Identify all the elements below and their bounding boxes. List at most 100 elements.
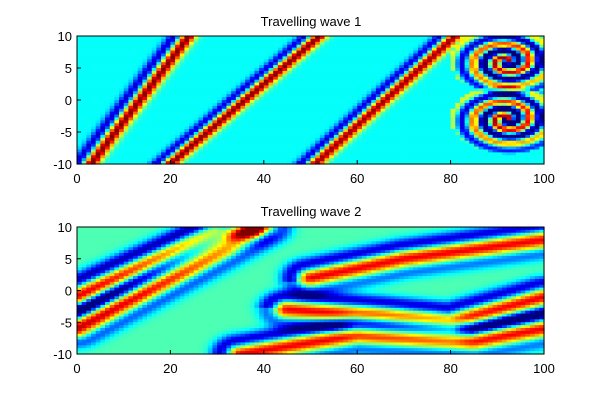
- heatmap-cell: [501, 111, 508, 116]
- heatmap-cell: [175, 79, 181, 84]
- heatmap-cell: [240, 149, 246, 153]
- heatmap-cell: [95, 68, 101, 72]
- heatmap-cell: [282, 235, 288, 240]
- heatmap-cell: [357, 123, 363, 127]
- heatmap-cell: [221, 143, 228, 148]
- heatmap-cell: [520, 158, 526, 162]
- heatmap-cell: [515, 70, 522, 75]
- heatmap-cell: [534, 36, 540, 40]
- heatmap-cell: [324, 79, 330, 84]
- heatmap-cell: [511, 94, 517, 98]
- heatmap-cell: [249, 108, 256, 113]
- heatmap-cell: [151, 137, 157, 142]
- heatmap-cell: [184, 137, 190, 142]
- heatmap-cell: [77, 53, 83, 57]
- heatmap-cell: [305, 126, 312, 130]
- heatmap-cell: [282, 227, 288, 231]
- heatmap-cell: [329, 105, 335, 110]
- heatmap-cell: [142, 50, 148, 55]
- heatmap-cell: [492, 88, 498, 92]
- heatmap-cell: [422, 44, 428, 49]
- heatmap-cell: [198, 129, 204, 133]
- heatmap-cell: [343, 47, 349, 52]
- heatmap-cell: [198, 227, 204, 231]
- heatmap-cell: [385, 126, 391, 130]
- heatmap-cell: [450, 155, 456, 159]
- heatmap-cell: [184, 132, 190, 136]
- heatmap-cell: [156, 44, 162, 49]
- heatmap-cell: [525, 132, 531, 136]
- heatmap-cell: [511, 140, 517, 145]
- heatmap-cell: [254, 76, 260, 81]
- heatmap-cell: [221, 105, 228, 110]
- heatmap-cell: [151, 161, 157, 165]
- heatmap-cell: [114, 47, 120, 52]
- heatmap-cell: [347, 38, 354, 43]
- heatmap-cell: [170, 134, 176, 139]
- heatmap-cell: [235, 241, 242, 245]
- heatmap-cell: [511, 47, 517, 52]
- heatmap-cell: [133, 59, 139, 63]
- heatmap-cell: [273, 232, 279, 237]
- heatmap-cell: [203, 155, 209, 159]
- heatmap-cell: [441, 238, 447, 243]
- heatmap-cell: [147, 50, 153, 55]
- heatmap-cell: [324, 73, 330, 78]
- heatmap-cell: [329, 238, 335, 243]
- heatmap-cell: [497, 134, 503, 139]
- heatmap-cell: [492, 117, 498, 121]
- heatmap-cell: [380, 44, 386, 49]
- heatmap-cell: [399, 85, 405, 89]
- heatmap-cell: [403, 238, 410, 243]
- heatmap-cell: [301, 38, 307, 43]
- heatmap-cell: [445, 85, 452, 89]
- heatmap-cell: [511, 114, 517, 119]
- heatmap-cell: [105, 241, 111, 245]
- heatmap-cell: [301, 149, 307, 153]
- heatmap-cell: [357, 134, 363, 139]
- heatmap-cell: [137, 85, 143, 89]
- heatmap-cell: [399, 41, 405, 46]
- heatmap-cell: [511, 53, 517, 57]
- heatmap-cell: [431, 134, 438, 139]
- heatmap-cell: [109, 114, 115, 119]
- heatmap-cell: [357, 41, 363, 46]
- heatmap-cell: [161, 100, 167, 104]
- heatmap-cell: [333, 36, 340, 40]
- heatmap-cell: [217, 41, 223, 46]
- heatmap-cell: [95, 102, 101, 107]
- heatmap-cell: [184, 65, 190, 69]
- heatmap-cell: [254, 137, 260, 142]
- heatmap-cell: [203, 73, 209, 78]
- heatmap-cell: [277, 82, 284, 87]
- heatmap-cell: [151, 158, 157, 162]
- heatmap-cell: [375, 50, 382, 55]
- heatmap-cell: [436, 76, 442, 81]
- heatmap-cell: [263, 140, 270, 145]
- heatmap-cell: [86, 158, 92, 162]
- heatmap-cell: [329, 120, 335, 124]
- heatmap-cell: [189, 152, 195, 156]
- heatmap-cell: [525, 123, 531, 127]
- heatmap-cell: [193, 155, 200, 159]
- heatmap-cell: [399, 111, 405, 116]
- heatmap-cell: [273, 41, 279, 46]
- heatmap-cell: [184, 105, 190, 110]
- heatmap-cell: [469, 158, 475, 162]
- heatmap-cell: [268, 241, 274, 245]
- heatmap-cell: [394, 146, 400, 151]
- heatmap-cell: [212, 161, 218, 165]
- heatmap-cell: [296, 238, 302, 243]
- heatmap-cell: [203, 50, 209, 55]
- heatmap-cell: [403, 102, 410, 107]
- heatmap-cell: [77, 149, 83, 153]
- heatmap-cell: [422, 114, 428, 119]
- heatmap-cell: [137, 146, 143, 151]
- heatmap-cell: [212, 85, 218, 89]
- heatmap-cell: [161, 123, 167, 127]
- heatmap-cell: [469, 126, 475, 130]
- heatmap-cell: [529, 120, 536, 124]
- heatmap-cell: [431, 146, 438, 151]
- heatmap-cell: [534, 44, 540, 49]
- heatmap-cell: [142, 114, 148, 119]
